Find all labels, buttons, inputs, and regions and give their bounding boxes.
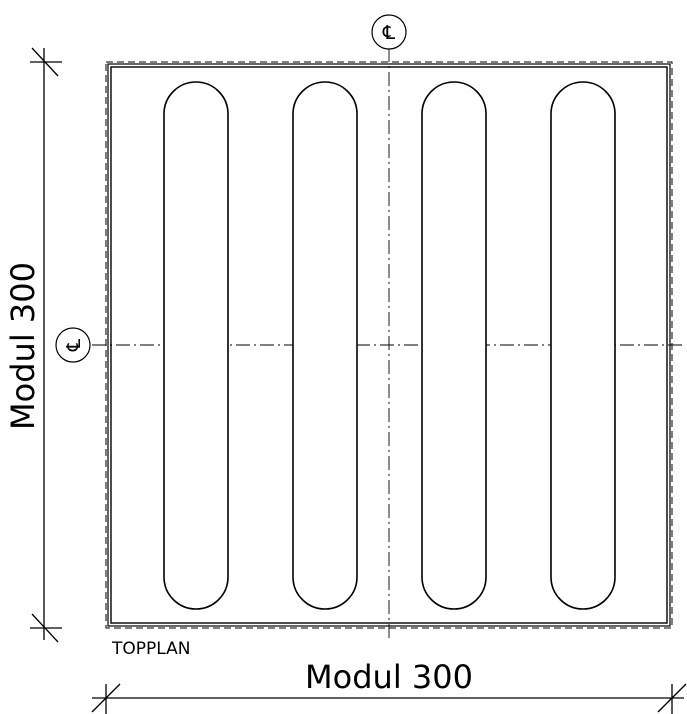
tactile-bar-3 <box>421 81 487 610</box>
vertical-dimension <box>30 47 62 643</box>
centerline-symbol-top: ℄ <box>382 22 396 44</box>
vertical-dimension-slash-top <box>31 47 59 77</box>
centerline-marker-top: ℄ <box>371 14 407 50</box>
tactile-bars <box>163 81 616 610</box>
tactile-bar-2 <box>292 81 358 610</box>
horizontal-dimension-slash-right <box>657 683 687 713</box>
horizontal-dimension-label: Modul 300 <box>305 658 473 696</box>
vertical-dimension-slash-bottom <box>31 613 59 643</box>
tactile-bar-1 <box>163 81 229 610</box>
centerline-symbol-left: ℄ <box>63 338 85 352</box>
centerline-marker-top-circle <box>371 14 407 50</box>
plan-label: TOPPLAN <box>111 639 190 659</box>
tactile-bar-4 <box>550 81 616 610</box>
horizontal-dimension-slash-left <box>91 683 121 713</box>
centerline-marker-left-circle <box>55 327 91 363</box>
centerline-marker-left: ℄ <box>55 327 91 363</box>
vertical-dimension-label: Modul 300 <box>4 262 42 430</box>
horizontal-dimension <box>91 683 687 714</box>
